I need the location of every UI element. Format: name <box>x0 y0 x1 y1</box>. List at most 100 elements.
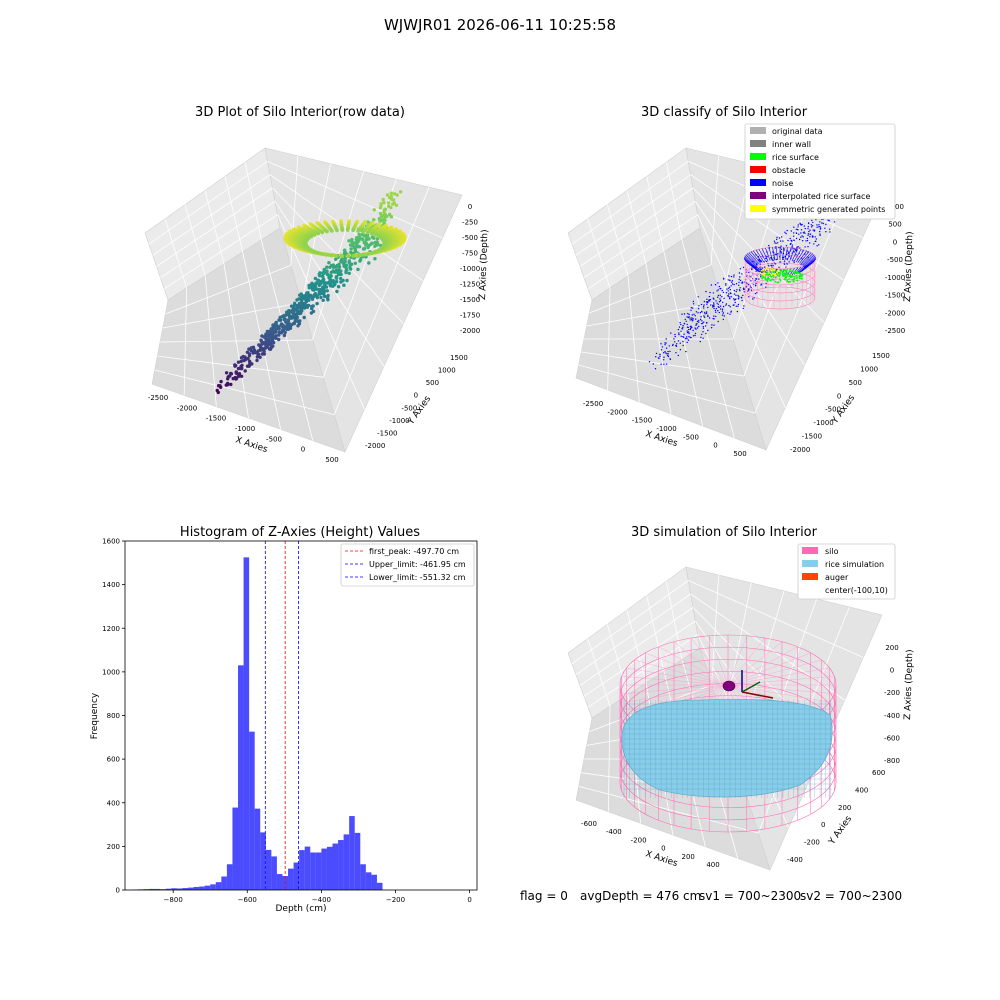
y-tick-label: 1000 <box>438 367 456 375</box>
noise-point <box>718 311 720 314</box>
data-point <box>260 342 264 346</box>
noise-point <box>759 260 761 263</box>
rice-surface-point <box>767 274 770 276</box>
data-point <box>335 289 339 294</box>
noise-point <box>713 298 715 300</box>
silo-roof-spoke <box>634 659 729 686</box>
noise-ray <box>799 251 810 264</box>
symmetric-point <box>768 271 770 273</box>
data-point <box>305 296 309 300</box>
data-point <box>273 322 278 326</box>
data-point <box>326 296 330 301</box>
noise-point <box>702 331 704 333</box>
noise-point <box>795 237 798 240</box>
ring-point <box>312 233 317 237</box>
noise-point <box>702 327 705 329</box>
noise-point <box>713 303 715 305</box>
noise-point <box>786 263 788 265</box>
z-tick-label: -250 <box>462 219 478 227</box>
panel2-tick-labels: -2500 -2000 -1500 -1000 -500 0 500 -2000 -1500 -1… <box>583 203 905 458</box>
noise-point <box>774 253 776 255</box>
noise-ray <box>787 247 792 261</box>
z-tick-label: -1000 <box>460 265 480 273</box>
data-point <box>372 218 376 222</box>
noise-point <box>718 306 720 309</box>
symmetric-point <box>778 270 781 272</box>
noise-point <box>714 284 717 286</box>
panel1-point-cloud <box>215 190 407 395</box>
data-point <box>392 192 397 196</box>
noise-point <box>694 327 696 329</box>
histogram-bar <box>143 889 150 890</box>
legend-label: silo <box>825 547 839 556</box>
axis-arrow-y <box>741 681 761 693</box>
noise-point <box>784 231 786 233</box>
noise-point <box>703 316 706 318</box>
noise-point <box>659 353 661 356</box>
noise-point <box>728 304 730 307</box>
noise-point <box>678 332 680 334</box>
noise-point <box>663 359 665 361</box>
noise-point <box>690 325 692 328</box>
noise-point <box>813 229 816 231</box>
ring-point <box>309 234 314 239</box>
data-point <box>389 194 393 199</box>
noise-point <box>800 263 802 265</box>
noise-point <box>654 368 657 370</box>
noise-point <box>737 305 739 307</box>
noise-ray <box>775 247 778 261</box>
noise-point <box>698 305 700 307</box>
histogram-bar <box>160 889 166 890</box>
noise-point <box>687 326 689 329</box>
legend-swatch <box>750 166 766 173</box>
histogram-bar <box>310 852 316 890</box>
noise-point <box>706 298 708 300</box>
ring-point <box>345 254 350 259</box>
rice-surface-point <box>784 275 787 277</box>
symmetric-point <box>763 274 766 277</box>
noise-point <box>729 288 732 291</box>
histogram-bar <box>354 832 361 890</box>
noise-point <box>719 305 722 307</box>
noise-point <box>811 219 813 222</box>
noise-point <box>802 232 805 234</box>
noise-point <box>755 277 757 280</box>
noise-point <box>730 296 732 298</box>
noise-point <box>704 311 706 314</box>
data-point <box>338 272 342 276</box>
noise-point <box>819 225 821 228</box>
silo-roof-spoke <box>727 676 835 686</box>
data-point <box>226 382 230 387</box>
rice-surface-point <box>778 278 781 280</box>
noise-point <box>655 352 658 355</box>
symmetric-point <box>773 269 776 272</box>
data-point <box>341 278 345 283</box>
data-point <box>339 276 343 281</box>
noise-point <box>818 226 820 228</box>
noise-point <box>691 320 693 322</box>
noise-point <box>743 288 745 290</box>
noise-point <box>693 313 695 315</box>
data-point <box>228 374 232 378</box>
noise-point <box>818 224 820 226</box>
data-point <box>246 356 250 361</box>
noise-point <box>705 312 708 314</box>
noise-point <box>761 283 763 285</box>
noise-point <box>754 279 756 281</box>
noise-point <box>793 232 795 234</box>
noise-point <box>674 336 676 338</box>
y-tick-label: 400 <box>107 799 120 807</box>
data-point <box>389 191 393 195</box>
noise-point <box>789 237 791 240</box>
noise-point <box>667 350 669 353</box>
noise-point <box>795 232 798 235</box>
x-tick-label: 0 <box>301 446 305 454</box>
z-tick-label: -500 <box>887 256 903 264</box>
noise-point <box>676 343 678 345</box>
noise-point <box>671 344 674 347</box>
data-point <box>366 245 370 250</box>
noise-point <box>691 314 693 316</box>
rice-surface-point <box>789 274 792 277</box>
noise-point <box>780 248 783 250</box>
noise-point <box>686 323 688 326</box>
